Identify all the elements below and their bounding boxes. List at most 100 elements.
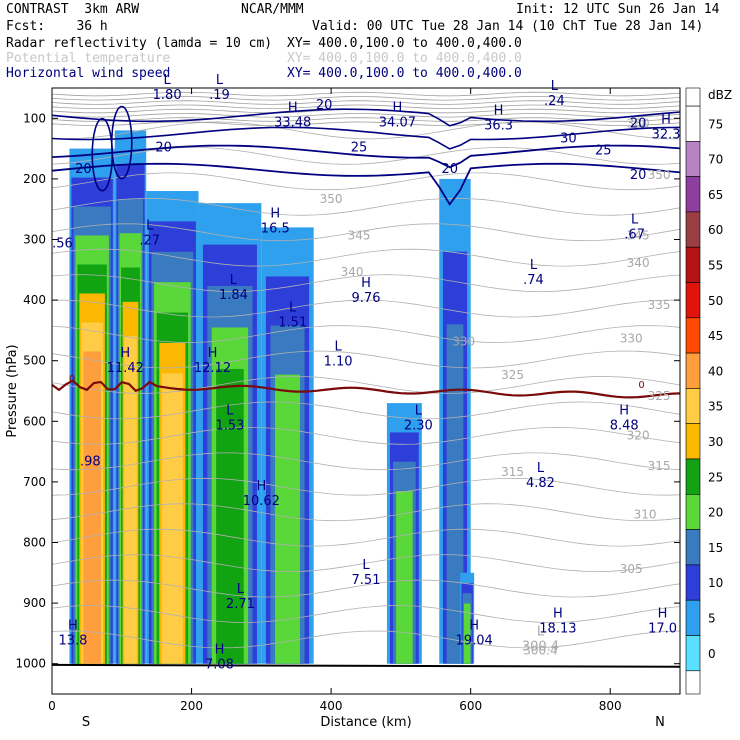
y-tick-label: 600 — [23, 414, 46, 428]
theta-contour-line — [52, 401, 680, 420]
extremum-value: 11.42 — [107, 361, 144, 376]
extremum-marker: H — [288, 100, 298, 115]
theta-label: 310 — [634, 507, 657, 521]
theta-label: 350 — [648, 168, 671, 182]
reflectivity-column-4-20 — [275, 374, 300, 664]
wind-contour-line — [52, 144, 680, 169]
colorbar-level-label: 0 — [708, 647, 716, 661]
extremum-value: .74 — [523, 273, 544, 288]
theta-contour-line — [52, 197, 680, 216]
extremum-value: 12.12 — [194, 361, 231, 376]
field-name-reflectivity: Radar reflectivity (lamda = 10 cm) — [6, 36, 273, 51]
colorbar-swatch — [685, 246, 701, 283]
extremum-value: 32.3 — [652, 127, 681, 142]
extremum-value: 7.51 — [352, 573, 381, 588]
theta-contour-line — [52, 503, 680, 522]
extremum-marker: L — [537, 625, 545, 640]
theta-contour-line — [52, 528, 680, 547]
extremum-value: .56 — [52, 237, 73, 252]
extremum-marker: L — [230, 273, 238, 288]
extremum-marker: H — [256, 479, 266, 494]
extremum-marker: H — [120, 346, 130, 361]
extremum-value: 4.82 — [526, 476, 555, 491]
colorbar-level-label: 35 — [708, 400, 723, 414]
colorbar-swatch — [685, 282, 701, 319]
theta-label: 320 — [627, 428, 650, 442]
theta-contour-line — [52, 121, 680, 140]
theta-label: 325 — [501, 368, 524, 382]
reflectivity-column-1-35 — [124, 336, 137, 664]
extremum-marker: H — [361, 276, 371, 291]
colorbar-level-label: 55 — [708, 259, 723, 273]
valid-time: Valid: 00 UTC Tue 28 Jan 14 (10 ChT Tue … — [312, 19, 704, 34]
extremum-marker: H — [270, 206, 280, 221]
theta-contour-line — [52, 96, 680, 101]
extremum-marker: L — [530, 258, 538, 273]
field-name-wind: Horizontal wind speed — [6, 66, 171, 81]
theta-contour-line — [52, 630, 680, 649]
extremum-value: 1.80 — [153, 88, 182, 103]
extremum-value: .27 — [139, 234, 160, 249]
colorbar-swatch — [685, 105, 701, 142]
extremum-marker: H — [393, 100, 403, 115]
colorbar-swatch — [685, 352, 701, 389]
theta-contours — [52, 91, 680, 649]
theta-contour-line — [52, 426, 680, 445]
extremum-value: 1.53 — [215, 418, 244, 433]
theta-label: 315 — [501, 465, 524, 479]
colorbar-level-label: 60 — [708, 223, 723, 237]
theta-contour-line — [52, 452, 680, 471]
y-tick-label: 100 — [23, 111, 46, 125]
extremum-value: 18.13 — [539, 621, 576, 636]
freezing-level-line — [52, 379, 680, 399]
y-tick-label: 400 — [23, 293, 46, 307]
extremum-marker: H — [208, 346, 218, 361]
extremum-value: 13.8 — [58, 633, 87, 648]
colorbar-level-label: 10 — [708, 576, 723, 590]
org-label: NCAR/MMM — [241, 2, 304, 17]
y-axis-label: Pressure (hPa) — [5, 344, 20, 437]
extremum-value: 1.10 — [324, 355, 353, 370]
theta-contour-line — [52, 104, 680, 110]
field-xy-theta: XY= 400.0,100.0 to 400.0,400.0 — [287, 51, 522, 66]
extremum-value: 8.48 — [610, 418, 639, 433]
extremum-value: .67 — [624, 227, 645, 242]
theta-contour-line — [52, 477, 680, 496]
colorbar-unit: dBZ — [708, 88, 732, 102]
theta-contour-line — [52, 146, 680, 165]
wind-label: 20 — [75, 162, 92, 177]
theta-label: 335 — [648, 298, 671, 312]
theta-label: 325 — [648, 389, 671, 403]
colorbar-swatch — [685, 529, 701, 566]
extremum-marker: L — [631, 212, 639, 227]
extremum-value: 10.62 — [243, 494, 280, 509]
colorbar-swatch — [685, 388, 701, 424]
theta-label: 300.4 — [523, 644, 557, 658]
theta-label: 340 — [341, 265, 364, 279]
wind-label: 20 — [630, 116, 647, 131]
extremum-value: 2.30 — [404, 418, 433, 433]
theta-contour-line — [52, 299, 680, 318]
x-tick-label: 200 — [180, 699, 203, 713]
x-end-label-left: S — [82, 715, 90, 730]
project-title: CONTRAST 3km ARW — [6, 2, 140, 17]
colorbar-level-label: 15 — [708, 541, 723, 555]
colorbar-level-label: 65 — [708, 188, 723, 202]
extremum-marker: L — [237, 582, 245, 597]
wind-contour-loop — [110, 105, 133, 180]
colorbar-swatch — [685, 564, 701, 601]
extremum-marker: H — [68, 618, 78, 633]
theta-label: 315 — [648, 459, 671, 473]
reflectivity-column-0-40 — [83, 351, 101, 664]
extremum-marker: H — [619, 403, 629, 418]
extremum-marker: H — [494, 103, 504, 118]
field-name-theta: Potential temperature — [6, 51, 171, 66]
theta-contour-line — [52, 223, 680, 242]
theta-contour-line — [52, 605, 680, 623]
extremum-marker: L — [551, 79, 559, 94]
field-xy-wind: XY= 400.0,100.0 to 400.0,400.0 — [287, 66, 522, 81]
wind-label: 25 — [595, 144, 612, 159]
y-tick-label: 800 — [23, 536, 46, 550]
